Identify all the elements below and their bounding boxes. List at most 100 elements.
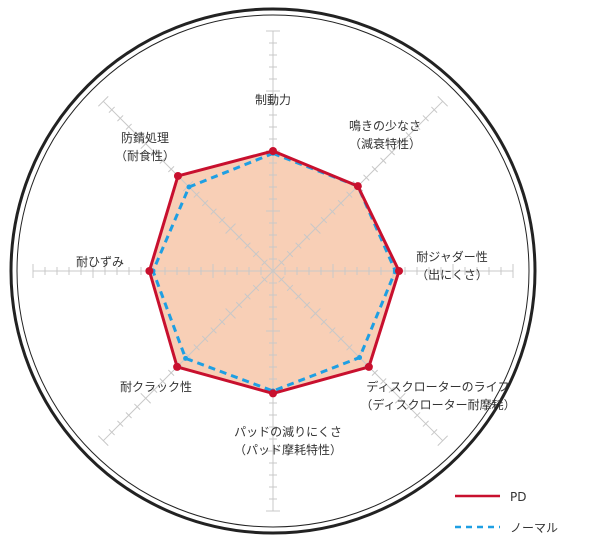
axis-tick: [125, 412, 132, 419]
axis-tick: [140, 138, 152, 150]
axis-tick: [405, 132, 412, 139]
axis-tick: [295, 293, 302, 300]
inner-ring: [16, 14, 530, 528]
axis-tick: [278, 259, 285, 266]
axis-tick: [437, 95, 449, 107]
axis-tick: [225, 308, 236, 319]
data-point: [269, 389, 277, 398]
axis-label: （ディスクローター耐摩耗）: [360, 397, 515, 412]
axis-tick: [125, 123, 132, 130]
axis-tick: [337, 199, 345, 207]
axis-tick: [117, 115, 124, 122]
axis-tick: [108, 106, 115, 113]
axis-tick: [422, 420, 429, 427]
axis-tick: [167, 369, 175, 377]
legend-label: ノーマル: [510, 521, 558, 535]
axis-tick: [337, 335, 345, 343]
data-point: [186, 184, 192, 190]
axis-tick: [303, 233, 311, 241]
axis-tick: [244, 293, 251, 300]
outer-ring: [9, 7, 537, 535]
axis-tick: [108, 429, 115, 436]
data-point: [145, 267, 154, 275]
axis-tick: [346, 344, 353, 351]
axis-label: （パッド摩耗特性）: [234, 442, 342, 457]
axis-tick: [97, 95, 109, 107]
axis-tick: [201, 335, 209, 343]
axis-tick: [371, 369, 379, 377]
axis-tick: [388, 149, 395, 156]
axis-label: 耐ひずみ: [76, 255, 124, 269]
axis-tick: [261, 259, 268, 266]
axis-tick: [97, 435, 109, 447]
axis-label: （減衰特性）: [349, 136, 421, 151]
axis-tick: [329, 327, 336, 334]
axis-tick: [380, 157, 387, 164]
axis-tick: [431, 106, 438, 113]
data-point: [183, 355, 189, 361]
axis-tick: [159, 378, 166, 385]
data-point: [364, 362, 373, 371]
axis-tick: [437, 435, 449, 447]
axis-tick: [394, 392, 406, 404]
data-point: [353, 182, 362, 191]
axis-tick: [201, 199, 209, 207]
axis-tick: [320, 216, 328, 224]
axis-tick: [159, 157, 166, 164]
axis-label: （出にくさ）: [416, 268, 488, 282]
axis-tick: [235, 301, 243, 309]
axis-tick: [295, 242, 302, 249]
axis-tick: [388, 386, 395, 393]
axis-label: パッドの減りにくさ: [234, 424, 342, 439]
axis-label: 耐クラック性: [120, 380, 192, 394]
axis-tick: [422, 115, 429, 122]
legend-label: PD: [510, 490, 526, 504]
axis-tick: [380, 378, 387, 385]
axis-tick: [218, 216, 226, 224]
axis-tick: [329, 208, 336, 215]
axis-tick: [431, 429, 438, 436]
data-point: [269, 147, 277, 155]
axis-tick: [363, 174, 370, 181]
axis-tick: [117, 420, 124, 427]
axis-tick: [310, 308, 321, 319]
axis-label: 耐ジャダー性: [416, 249, 487, 264]
axis-tick: [303, 301, 311, 309]
axis-tick: [286, 284, 294, 292]
axis-tick: [225, 223, 236, 234]
axis-tick: [394, 138, 406, 150]
axis-tick: [252, 284, 260, 292]
axis-tick: [210, 208, 217, 215]
axis-tick: [261, 276, 268, 283]
axis-tick: [140, 392, 152, 404]
data-point: [357, 355, 363, 361]
axis-tick: [193, 344, 200, 351]
axis-label: ディスクローターのライフ: [366, 379, 509, 394]
axis-tick: [193, 191, 200, 198]
axis-tick: [167, 165, 175, 173]
data-point: [395, 267, 403, 275]
axis-tick: [134, 132, 141, 139]
axis-tick: [286, 250, 294, 258]
axis-tick: [151, 149, 158, 156]
axis-tick: [320, 318, 328, 326]
axis-tick: [151, 386, 158, 393]
axis-tick: [134, 403, 141, 410]
axis-tick: [405, 403, 412, 410]
data-point: [173, 171, 182, 180]
axis-label: 防錆処理: [121, 130, 169, 145]
axis-tick: [244, 242, 251, 249]
axis-tick: [346, 191, 353, 198]
data-point: [173, 362, 182, 371]
axis-tick: [371, 165, 379, 173]
axis-tick: [218, 318, 226, 326]
axis-tick: [252, 250, 260, 258]
axis-tick: [235, 233, 243, 241]
axis-tick: [414, 412, 421, 419]
axis-tick: [310, 223, 321, 234]
axis-label: 制動力: [255, 93, 291, 107]
axis-label: 鳴きの少なさ: [349, 119, 421, 133]
axis-tick: [414, 123, 421, 130]
axis-tick: [210, 327, 217, 334]
